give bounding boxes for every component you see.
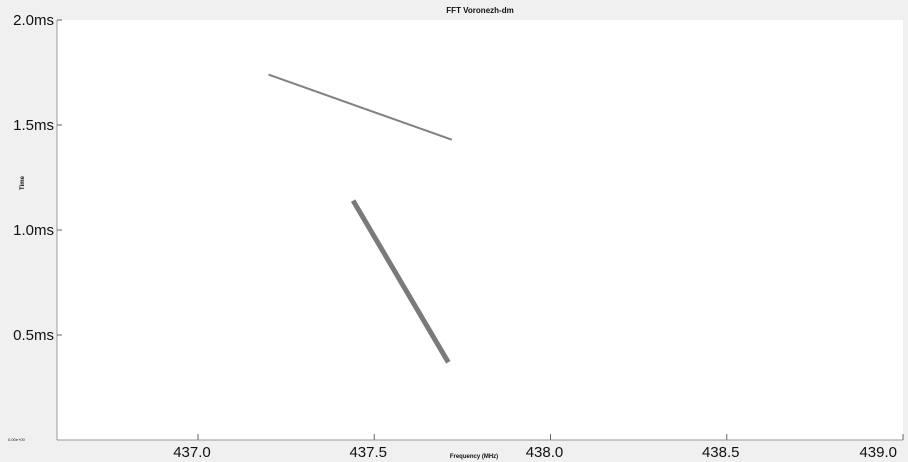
chart-title: FFT Voronezh-dm [446, 6, 513, 15]
y-tick-label: 2.0ms [13, 12, 54, 29]
x-tick-label: 438.5 [702, 444, 740, 461]
x-tick-label: 439.0 [859, 444, 897, 461]
x-tick-label: 437.5 [349, 444, 387, 461]
y-tick-label: 0.5ms [13, 327, 54, 344]
y-tick-label: 0.00e+00 [8, 437, 26, 442]
x-axis-title: Frequency (MHz) [450, 454, 498, 460]
x-tick-label: 437.0 [173, 444, 211, 461]
plot-area [57, 20, 903, 440]
y-tick-label: 1.0ms [13, 222, 54, 239]
y-ticks: 0.00e+00 0.5ms 1.0ms 1.5ms 2.0ms [8, 12, 62, 442]
x-tick-label: 438.0 [526, 444, 564, 461]
y-tick-label: 1.5ms [13, 117, 54, 134]
y-axis-title: Time [20, 175, 26, 190]
